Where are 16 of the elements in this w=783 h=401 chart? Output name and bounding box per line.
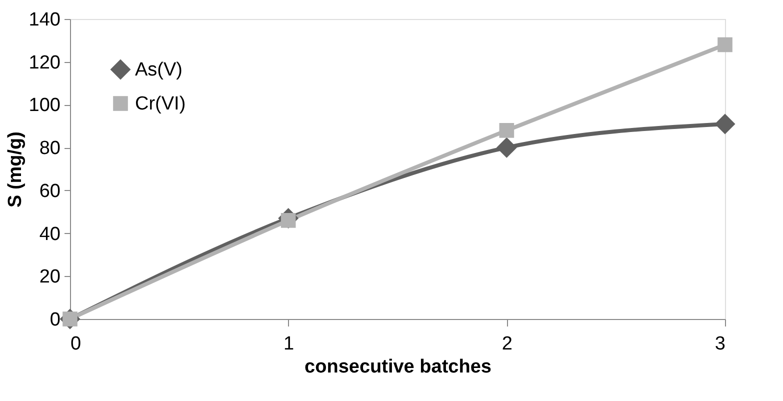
legend-label: As(V) [135,60,182,80]
y-tick-label: 120 [28,52,60,74]
x-axis-title: consecutive batches [304,356,492,378]
y-tick-label: 140 [28,10,60,30]
y-axis-title: S (mg/g) [4,132,26,208]
legend-label: Cr(VI) [135,94,186,114]
y-tick-label: 80 [39,138,60,160]
y-tick-label: 100 [28,95,60,116]
x-tick-label: 1 [284,334,294,354]
x-tick-label: 0 [70,334,82,354]
y-tick-label: 0 [50,310,60,330]
x-tick-label: 2 [502,334,512,354]
y-tick-label: 20 [39,266,60,288]
y-tick-label: 40 [39,224,60,245]
x-tick-label: 3 [714,334,726,354]
y-tick-label: 60 [39,180,60,202]
